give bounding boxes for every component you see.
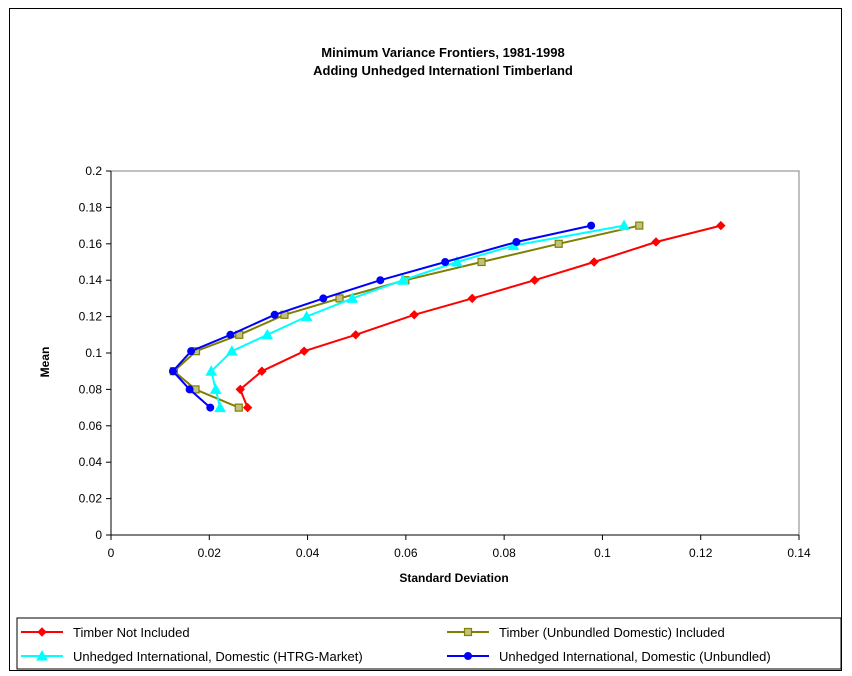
- x-tick-label: 0.02: [198, 546, 222, 560]
- data-point-square: [234, 403, 243, 412]
- series-line-circle: [171, 224, 592, 409]
- legend-marker-diamond: [37, 627, 47, 637]
- y-tick-label: 0.14: [79, 273, 103, 287]
- y-tick-label: 0.08: [79, 382, 103, 396]
- data-point-circle: [376, 276, 385, 285]
- legend-marker-circle: [464, 652, 472, 660]
- legend: Timber Not Included Timber (Unbundled Dom…: [16, 617, 841, 670]
- data-point-circle: [185, 385, 194, 394]
- data-point-triangle: [209, 383, 222, 394]
- x-tick-label: 0.08: [492, 546, 516, 560]
- y-tick-label: 0.16: [79, 237, 103, 251]
- data-point-triangle: [397, 274, 409, 285]
- legend-marker-square: [463, 627, 473, 637]
- data-point-diamond: [235, 384, 245, 395]
- y-tick-label: 0: [95, 528, 102, 542]
- data-point-diamond: [651, 237, 661, 247]
- data-point-diamond: [409, 310, 419, 320]
- x-tick-label: 0: [108, 546, 115, 560]
- x-tick-label: 0.1: [594, 546, 611, 560]
- data-point-circle: [587, 221, 596, 230]
- data-point-circle: [206, 403, 215, 412]
- data-point-triangle: [300, 310, 313, 322]
- legend-label: Timber (Unbundled Domestic) Included: [499, 625, 725, 640]
- data-point-triangle: [214, 401, 226, 413]
- data-point-diamond: [467, 293, 477, 304]
- y-tick-label: 0.12: [79, 310, 103, 324]
- data-point-circle: [512, 237, 521, 246]
- legend-marker-triangle: [36, 649, 48, 661]
- data-point-circle: [441, 258, 450, 266]
- legend-box: [16, 617, 841, 670]
- plot-border: [110, 170, 800, 536]
- data-point-triangle: [618, 219, 630, 231]
- chart-svg: Minimum Variance Frontiers, 1981-1998 Ad…: [16, 45, 841, 670]
- data-point-diamond: [242, 402, 253, 413]
- legend-label: Unhedged International, Domestic (HTRG-M…: [73, 649, 363, 664]
- y-tick-label: 0.2: [85, 164, 102, 178]
- y-tick-label: 0.1: [85, 346, 102, 360]
- data-point-diamond: [589, 257, 599, 267]
- data-point-triangle: [205, 365, 218, 376]
- data-point-circle: [319, 294, 328, 303]
- legend-label: Unhedged International, Domestic (Unbund…: [499, 649, 771, 664]
- x-axis-title: Standard Deviation: [399, 571, 508, 585]
- data-point-triangle: [226, 345, 238, 356]
- data-point-diamond: [351, 330, 361, 340]
- data-point-diamond: [299, 346, 309, 356]
- data-point-diamond: [716, 220, 726, 231]
- x-tick-label: 0.12: [689, 546, 713, 560]
- y-tick-label: 0.02: [79, 492, 103, 506]
- x-tick-label: 0.06: [394, 546, 418, 560]
- y-axis-title: Mean: [38, 347, 52, 378]
- data-point-diamond: [529, 275, 540, 285]
- data-point-square: [335, 294, 344, 303]
- data-point-circle: [168, 367, 177, 376]
- y-tick-label: 0.04: [79, 455, 103, 469]
- data-point-triangle: [346, 292, 359, 303]
- x-tick-label: 0.04: [296, 546, 320, 560]
- y-tick-label: 0.18: [79, 200, 103, 214]
- chart-subtitle: Adding Unhedged Internationl Timberland: [313, 63, 573, 78]
- x-tick-label: 0.14: [787, 546, 811, 560]
- data-point-square: [635, 221, 644, 230]
- data-point-triangle: [451, 255, 463, 267]
- chart-area: Minimum Variance Frontiers, 1981-1998 Ad…: [9, 8, 842, 671]
- legend-label: Timber Not Included: [73, 625, 190, 640]
- chart-title: Minimum Variance Frontiers, 1981-1998: [321, 45, 565, 60]
- data-point-square: [554, 239, 563, 248]
- plot-area: 0 0.02 0.04 0.06 0.08 0.1 0.12 0.14 0.16 0.18 0.2 0…: [79, 164, 811, 560]
- data-point-circle: [226, 330, 235, 339]
- data-point-circle: [270, 310, 279, 319]
- data-point-circle: [187, 347, 196, 356]
- data-point-square: [477, 257, 486, 267]
- data-point-diamond: [257, 366, 267, 376]
- y-tick-label: 0.06: [79, 419, 103, 433]
- data-point-triangle: [261, 328, 274, 340]
